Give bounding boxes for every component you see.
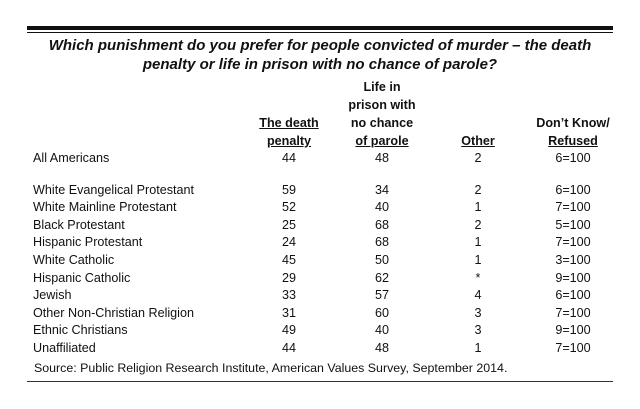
life-in-prison-value: 34 (374, 182, 389, 197)
table-row: Black Protestant 25 68 2 5=100 (30, 217, 624, 235)
dont-know-value: 7=100 (555, 305, 591, 320)
life-in-prison-value: 68 (374, 235, 389, 250)
row-label: White Mainline Protestant (33, 200, 177, 215)
death-penalty-value: 59 (281, 182, 296, 197)
row-label: White Evangelical Protestant (33, 182, 195, 197)
other-value: 3 (474, 305, 482, 320)
death-penalty-value: 45 (281, 252, 296, 267)
life-in-prison-value: 68 (374, 217, 389, 232)
row-label: Black Protestant (33, 217, 125, 232)
other-value: 2 (474, 217, 482, 232)
death-penalty-value: 44 (281, 340, 296, 355)
death-penalty-value: 44 (281, 151, 296, 165)
row-label: Other Non-Christian Religion (33, 305, 194, 320)
row-label: Jewish (33, 288, 72, 303)
header-group (30, 78, 248, 150)
life-in-prison-value: 40 (374, 323, 389, 338)
life-in-prison-value: 48 (374, 340, 389, 355)
header-other: Other (461, 134, 495, 148)
header-life-in-prison: Life in prison with no chance of parole (348, 80, 416, 148)
dont-know-value: 5=100 (555, 217, 591, 232)
dont-know-value: 7=100 (555, 235, 591, 250)
dont-know-value: 6=100 (555, 288, 591, 303)
table-row: White Mainline Protestant 52 40 1 7=100 (30, 199, 624, 217)
life-in-prison-value: 40 (374, 200, 389, 215)
table-row: White Catholic 45 50 1 3=100 (30, 252, 624, 270)
death-penalty-value: 31 (281, 305, 296, 320)
dont-know-value: 9=100 (555, 270, 591, 285)
other-value: 4 (474, 288, 482, 303)
top-rule-thin (27, 32, 613, 33)
other-value: 1 (474, 235, 482, 250)
dont-know-value: 9=100 (555, 323, 591, 338)
source-note: Source: Public Religion Research Institu… (34, 361, 508, 375)
bottom-rule (27, 381, 613, 382)
dont-know-value: 7=100 (555, 340, 591, 355)
death-penalty-value: 24 (281, 235, 296, 250)
row-label: Hispanic Catholic (33, 270, 131, 285)
row-label: Ethnic Christians (33, 323, 128, 338)
death-penalty-value: 25 (281, 217, 296, 232)
table-row: Hispanic Catholic 29 62 * 9=100 (30, 270, 624, 288)
life-in-prison-value: 62 (374, 270, 389, 285)
row-label: Unaffiliated (33, 340, 96, 355)
table-row: Hispanic Protestant 24 68 1 7=100 (30, 234, 624, 252)
life-in-prison-value: 57 (374, 288, 389, 303)
other-value: * (475, 270, 481, 285)
life-in-prison-value: 48 (374, 151, 389, 165)
row-label: Hispanic Protestant (33, 235, 143, 250)
header-death-penalty: The death penalty (259, 116, 319, 148)
dont-know-value: 6=100 (555, 182, 591, 197)
death-penalty-value: 29 (281, 270, 296, 285)
other-value: 3 (474, 323, 482, 338)
table-row: Unaffiliated 44 48 1 7=100 (30, 340, 624, 358)
table-row: Jewish 33 57 4 6=100 (30, 287, 624, 305)
dont-know-value: 3=100 (555, 252, 591, 267)
table-title: Which punishment do you prefer for peopl… (48, 37, 592, 73)
death-penalty-value: 52 (281, 200, 296, 215)
life-in-prison-value: 50 (374, 252, 389, 267)
other-value: 2 (474, 182, 482, 197)
table-row: All Americans 44 48 2 6=100 (30, 150, 624, 168)
death-penalty-value: 49 (281, 323, 296, 338)
dont-know-value: 6=100 (555, 151, 591, 165)
dont-know-value: 7=100 (555, 200, 591, 215)
death-penalty-value: 33 (281, 288, 296, 303)
header-dont-know: Don’t Know/Refused (536, 116, 610, 148)
other-value: 1 (474, 252, 482, 267)
other-value: 2 (474, 151, 482, 165)
row-label: All Americans (33, 151, 110, 165)
table-row: Other Non-Christian Religion 31 60 3 7=100 (30, 305, 624, 323)
table-row: Ethnic Christians 49 40 3 9=100 (30, 322, 624, 340)
other-value: 1 (474, 200, 482, 215)
row-label: White Catholic (33, 252, 115, 267)
header-row: The death penalty Life in prison with no ch… (30, 78, 624, 150)
other-value: 1 (474, 340, 482, 355)
life-in-prison-value: 60 (374, 305, 389, 320)
top-rule (27, 26, 613, 30)
table-row: White Evangelical Protestant 59 34 2 6=100 (30, 182, 624, 200)
row-spacer (30, 168, 624, 182)
results-table: The death penalty Life in prison with no ch… (30, 78, 624, 358)
